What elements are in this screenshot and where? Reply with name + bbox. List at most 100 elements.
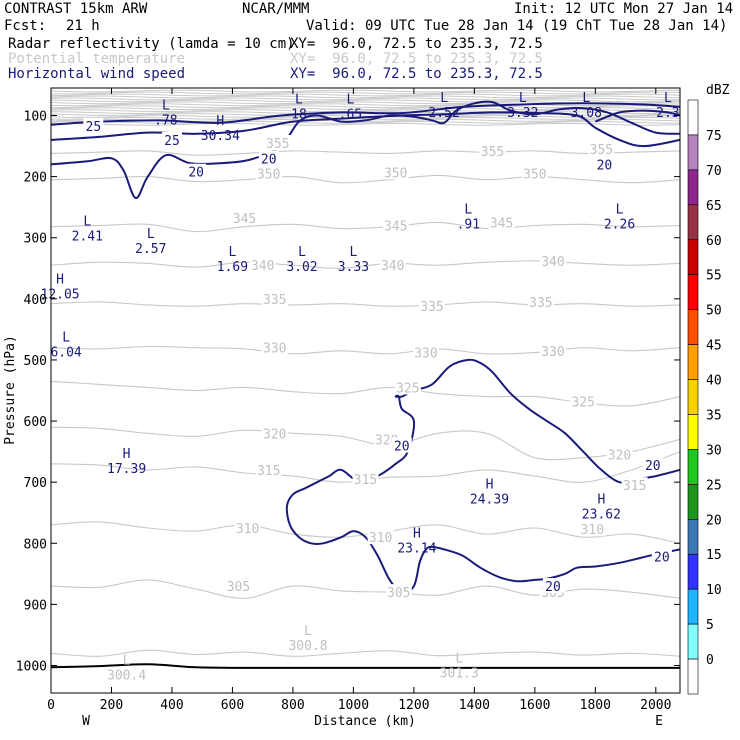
theta-label-bg [382, 217, 409, 233]
x-tick-label: 200 [100, 698, 123, 713]
wind-extremum-value: .65 [339, 107, 362, 122]
wind-extremum-value: 6.04 [50, 346, 81, 361]
x-end-label-west: W [82, 714, 90, 729]
theta-contour-label: 330 [263, 342, 286, 357]
wind-label-bg [542, 578, 563, 594]
colorbar-label: 60 [706, 234, 722, 249]
colorbar-swatch [687, 553, 699, 590]
theta-contour-strat [51, 93, 680, 97]
colorbar-swatch [687, 484, 699, 520]
theta-contour-strat [51, 103, 680, 107]
wind-label-bg [258, 150, 279, 166]
wind-contour-20-0 [51, 100, 680, 199]
wind-extremum-letter: L [83, 215, 91, 230]
theta-contour-350 [51, 174, 680, 184]
colorbar-swatch [687, 379, 699, 415]
theta-extremum-value: 301.3 [440, 667, 479, 682]
surface-reflectivity-contour [51, 663, 680, 669]
wind-extremum-letter: L [440, 91, 448, 106]
colorbar-swatch [687, 449, 699, 485]
axis-layer: 100 200 300 400 500 600 700 800 900 1000 0 200 400 60… [16, 88, 680, 713]
theta-contour-strat [51, 95, 680, 99]
wind-extremum-letter: H [56, 273, 64, 288]
theta-contour-label: 305 [227, 580, 250, 595]
y-tick-label: 500 [24, 354, 47, 369]
wind-label-bg [651, 548, 672, 564]
theta-extremum-letter: L [304, 624, 312, 639]
theta-label-bg [264, 135, 291, 150]
plot-frame [50, 87, 681, 694]
colorbar-label: 0 [706, 653, 714, 668]
wind-extremum-value: .78 [154, 114, 177, 129]
wind-extremum-value: 30.34 [201, 129, 240, 144]
colorbar-title: dBZ [706, 83, 730, 98]
colorbar-label: 50 [706, 304, 722, 319]
wind-label-bg [594, 156, 615, 172]
wind-extremum-letter: H [216, 114, 224, 129]
colorbar-label: 25 [706, 478, 722, 493]
colorbar-swatch [687, 99, 699, 136]
colorbar-swatch [687, 134, 699, 171]
theta-label-bg [225, 578, 252, 594]
wind-extremum-letter: L [616, 202, 624, 217]
colorbar-swatch [687, 169, 699, 206]
colorbar-label: 30 [706, 443, 722, 458]
theta-label-bg [385, 584, 412, 600]
theta-contour-label: 335 [420, 300, 443, 315]
field-xy-theta: XY= 96.0, 72.5 to 235.3, 72.5 [290, 51, 543, 67]
theta-label-bg [621, 477, 648, 493]
x-tick-label: 800 [281, 698, 304, 713]
theta-contour-label: 330 [541, 345, 564, 360]
y-tick-label: 300 [24, 232, 47, 247]
theta-contour-layer [51, 89, 680, 657]
theta-label-bg [261, 339, 288, 355]
theta-contour-label: 330 [414, 347, 437, 362]
fcst-label: Fcst: [4, 18, 47, 34]
wind-extremum-letter: L [162, 99, 170, 114]
wind-extremum-letter: L [147, 227, 155, 242]
wind-contour-25-upper [51, 102, 680, 126]
theta-contour-strat [51, 120, 680, 124]
theta-contour-label: 350 [257, 168, 280, 183]
colorbar-swatch [687, 518, 699, 555]
theta-contour-strat [51, 109, 680, 113]
wind-extremum-value: 2.41 [72, 230, 103, 245]
theta-label-bg [539, 252, 566, 268]
x-tick-label: 1400 [459, 698, 490, 713]
colorbar-label: 70 [706, 164, 722, 179]
theta-label-bg [231, 210, 258, 226]
wind-extremum-value: 3.33 [338, 260, 369, 275]
colorbar-swatch [687, 588, 699, 625]
y-tick-label: 1000 [16, 660, 47, 675]
theta-contour-label: 355 [266, 137, 289, 152]
x-tick-label: 1200 [398, 698, 429, 713]
theta-contour-strat [51, 89, 680, 93]
theta-label-bg [255, 165, 282, 181]
wind-extremum-value: 3.32 [507, 106, 538, 121]
x-tick-label: 1600 [519, 698, 550, 713]
theta-extremum-value: 300.8 [288, 639, 327, 654]
theta-contour-strat [51, 99, 680, 103]
theta-contour-label: 310 [236, 522, 259, 537]
theta-contour-label: 320 [608, 449, 631, 464]
wind-extremum-letter: H [486, 477, 494, 492]
colorbar-label: 15 [706, 548, 722, 563]
wind-extremum-value: 3.08 [571, 106, 602, 121]
theta-label-bg [579, 521, 606, 537]
wind-extremum-value: 23.14 [397, 541, 436, 556]
theta-contour-label: 315 [354, 473, 377, 488]
theta-contour-345 [51, 221, 680, 233]
theta-extremum-letter: L [123, 653, 131, 668]
theta-label-bg [382, 164, 409, 180]
wind-contour-label: 20 [654, 551, 670, 566]
y-tick-label: 700 [24, 476, 47, 491]
theta-label-bg [352, 471, 379, 487]
theta-label-bg [588, 141, 615, 157]
colorbar-label: 10 [706, 583, 722, 598]
theta-label-bg [488, 214, 515, 230]
label-layer: 355 355 355 350 350 350 345 345 345 340 340 340 335 3… [41, 91, 680, 683]
theta-contour-label: 315 [623, 479, 646, 494]
theta-contour-355 [51, 150, 680, 156]
theta-extremum-value: 300.4 [107, 668, 146, 683]
theta-label-bg [539, 342, 566, 358]
